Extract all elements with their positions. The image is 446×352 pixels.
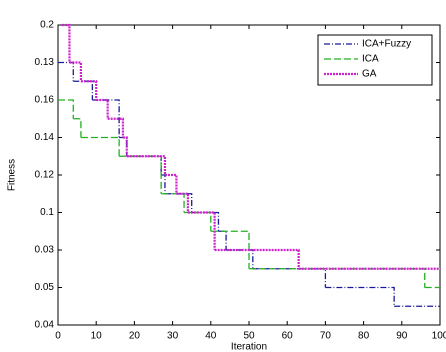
step-segment [325,286,395,307]
step-segment [252,268,327,288]
x-tick-label: 30 [167,331,179,342]
step-segment [249,268,426,288]
step-segment [184,211,212,232]
y-tick-label: 0.05 [35,282,55,293]
step-segment [73,80,94,100]
legend-label: ICA [362,54,379,65]
legend-label: GA [362,69,377,80]
legend-box [317,34,433,86]
step-segment [176,192,189,213]
y-tick-label: 0.12 [35,170,55,181]
step-segment [218,230,227,250]
step-segment [187,211,216,250]
x-axis-label: Iteration [231,342,267,352]
step-segment [96,98,109,119]
step-segment [80,80,98,100]
step-segment [61,23,71,63]
x-tick-label: 90 [396,331,408,342]
y-tick-label: 0.2 [40,20,54,31]
y-tick-label: 0.03 [35,245,55,256]
x-tick-label: 20 [129,331,141,342]
y-tick-label: 0.1 [40,207,54,218]
x-tick-label: 100 [432,331,446,342]
x-tick-label: 60 [282,331,294,342]
y-tick-label: 0.16 [35,95,55,106]
x-tick-label: 40 [205,331,217,342]
step-segment [210,230,250,269]
x-tick-label: 0 [55,331,61,342]
x-tick-label: 50 [243,331,255,342]
step-segment [58,61,74,82]
step-segment [107,117,125,138]
legend-label: ICA+Fuzzy [362,39,411,50]
step-segment [164,173,178,194]
step-segment [119,136,128,157]
step-segment [92,99,120,138]
step-segment [73,118,82,138]
step-segment [161,193,185,213]
x-tick-label: 80 [358,331,370,342]
y-axis-label: Fitness [7,159,18,191]
x-tick-label: 70 [320,331,332,342]
step-segment [58,99,74,119]
y-tick-label: 0.04 [35,320,55,331]
step-segment [126,155,162,175]
y-tick-label: 0.14 [35,132,55,143]
step-segment [126,155,167,175]
step-segment [80,136,120,157]
step-segment [226,249,254,269]
y-tick-label: 0.13 [35,57,55,68]
step-segment [126,155,162,194]
x-tick-label: 10 [91,331,103,342]
step-segment [69,61,83,82]
step-segment [122,136,128,157]
step-segment [214,248,300,269]
